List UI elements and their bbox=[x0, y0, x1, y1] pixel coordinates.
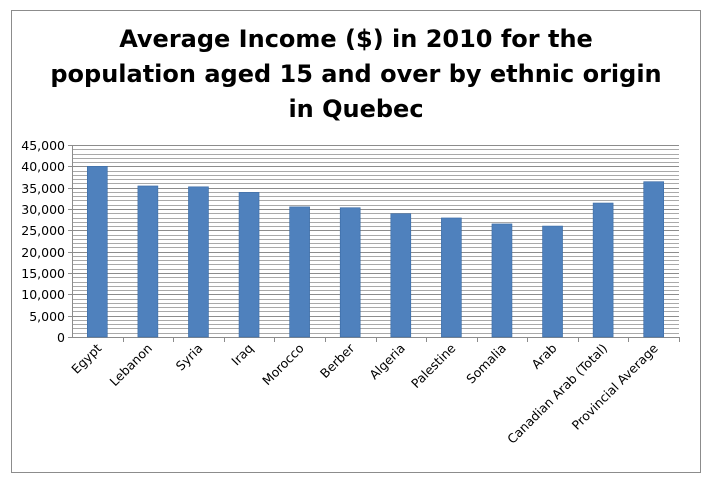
chart-title-line-2: population aged 15 and over by ethnic or… bbox=[50, 60, 662, 88]
bar bbox=[86, 166, 108, 338]
chart-title-line-3: in Quebec bbox=[288, 95, 424, 123]
x-tick-label: Somalia bbox=[463, 341, 509, 387]
y-tick-label: 45,000 bbox=[21, 138, 65, 153]
bar bbox=[238, 192, 260, 338]
bar bbox=[339, 207, 361, 338]
x-tick-label: Lebanon bbox=[107, 341, 155, 389]
x-tick-label: Morocco bbox=[259, 341, 307, 389]
bar bbox=[289, 206, 310, 338]
x-tick-label: Arab bbox=[528, 340, 559, 371]
bar bbox=[542, 225, 563, 338]
x-tick-label: Berber bbox=[317, 340, 358, 381]
y-tick-label: 40,000 bbox=[21, 159, 65, 174]
x-tick-label: Egypt bbox=[68, 340, 104, 376]
y-tick-label: 15,000 bbox=[21, 266, 65, 281]
bar bbox=[643, 181, 665, 338]
x-tick-label: Iraq bbox=[228, 341, 256, 369]
y-tick-label: 20,000 bbox=[21, 245, 65, 260]
bar bbox=[491, 223, 513, 338]
bar bbox=[188, 186, 209, 338]
y-tick-label: 5,000 bbox=[29, 309, 65, 324]
x-tick-label: Canadian Arab (Total) bbox=[504, 341, 610, 447]
y-tick-label: 10,000 bbox=[21, 287, 65, 302]
x-tick-label: Palestine bbox=[408, 340, 459, 391]
x-tick-label: Syria bbox=[173, 341, 206, 374]
bar bbox=[390, 213, 412, 338]
x-tick-label: Algeria bbox=[366, 341, 408, 383]
y-tick-label: 30,000 bbox=[21, 202, 65, 217]
chart-title: Average Income ($) in 2010 for the popul… bbox=[11, 22, 701, 127]
x-tick-label: Provincial Average bbox=[569, 340, 661, 432]
chart-title-line-1: Average Income ($) in 2010 for the bbox=[119, 25, 593, 53]
y-tick-label: 0 bbox=[57, 330, 65, 345]
bar bbox=[592, 202, 614, 338]
bar bbox=[137, 185, 159, 338]
y-tick-label: 35,000 bbox=[21, 181, 65, 196]
y-tick-label: 25,000 bbox=[21, 223, 65, 238]
bar bbox=[441, 217, 462, 338]
